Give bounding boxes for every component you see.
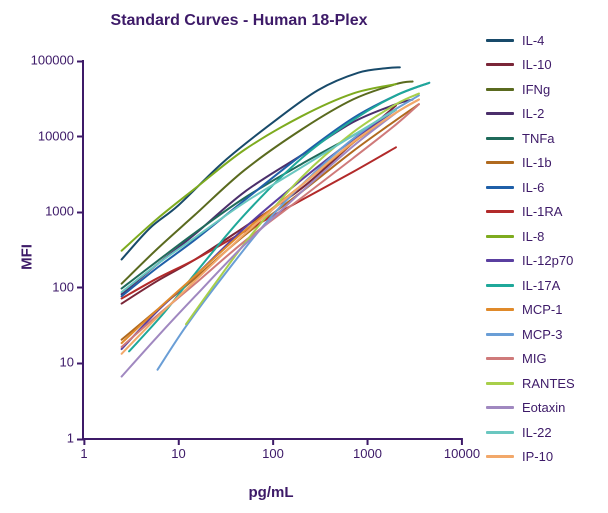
legend-item: IL-4 — [486, 28, 602, 53]
legend-swatch — [486, 186, 514, 189]
legend-item: TNFa — [486, 126, 602, 151]
chart-container: Standard Curves - Human 18-Plex MFI 1101… — [0, 0, 608, 513]
series-line — [122, 83, 430, 296]
y-tick: 100 — [52, 279, 84, 294]
legend-label: IL-22 — [522, 425, 552, 440]
legend-swatch — [486, 137, 514, 140]
legend-label: IL-10 — [522, 57, 552, 72]
legend-label: IP-10 — [522, 449, 553, 464]
legend-swatch — [486, 259, 514, 262]
legend-swatch — [486, 357, 514, 360]
x-tick: 10 — [171, 438, 185, 461]
legend-item: IL-8 — [486, 224, 602, 249]
plot-area: 110100100010000100000110100100010000 — [82, 60, 462, 440]
legend-swatch — [486, 235, 514, 238]
legend-item: MCP-1 — [486, 298, 602, 323]
legend-label: RANTES — [522, 376, 575, 391]
legend-item: MCP-3 — [486, 322, 602, 347]
legend-swatch — [486, 308, 514, 311]
legend-label: IL-6 — [522, 180, 544, 195]
legend-swatch — [486, 431, 514, 434]
legend-swatch — [486, 112, 514, 115]
legend-item: IFNg — [486, 77, 602, 102]
legend-label: IFNg — [522, 82, 550, 97]
legend-swatch — [486, 284, 514, 287]
legend-label: MCP-1 — [522, 302, 562, 317]
chart-title: Standard Curves - Human 18-Plex — [0, 12, 478, 30]
legend-item: RANTES — [486, 371, 602, 396]
legend-swatch — [486, 88, 514, 91]
x-tick: 1 — [80, 438, 87, 461]
x-axis-label: pg/mL — [82, 484, 460, 501]
legend-label: MIG — [522, 351, 547, 366]
legend-item: IL-2 — [486, 102, 602, 127]
series-line — [122, 147, 396, 298]
legend-swatch — [486, 161, 514, 164]
series-line — [122, 100, 419, 354]
legend-swatch — [486, 455, 514, 458]
legend-label: MCP-3 — [522, 327, 562, 342]
legend-item: IL-22 — [486, 420, 602, 445]
legend-item: IP-10 — [486, 445, 602, 470]
legend-item: IL-6 — [486, 175, 602, 200]
y-tick: 100000 — [31, 53, 84, 68]
legend-item: IL-1b — [486, 151, 602, 176]
legend-swatch — [486, 210, 514, 213]
y-axis-label: MFI — [18, 244, 35, 270]
legend-label: IL-12p70 — [522, 253, 573, 268]
legend: IL-4 IL-10 IFNg IL-2 TNFa IL-1b IL-6 IL-1RA IL-8… — [486, 28, 602, 469]
legend-swatch — [486, 63, 514, 66]
legend-item: IL-10 — [486, 53, 602, 78]
legend-item: IL-12p70 — [486, 249, 602, 274]
legend-item: MIG — [486, 347, 602, 372]
legend-swatch — [486, 333, 514, 336]
legend-item: IL-17A — [486, 273, 602, 298]
legend-label: IL-1b — [522, 155, 552, 170]
x-tick: 100 — [262, 438, 284, 461]
y-tick: 1000 — [45, 204, 84, 219]
legend-label: IL-17A — [522, 278, 560, 293]
legend-item: IL-1RA — [486, 200, 602, 225]
series-line — [129, 83, 429, 352]
x-tick: 1000 — [353, 438, 382, 461]
legend-swatch — [486, 406, 514, 409]
legend-label: IL-2 — [522, 106, 544, 121]
legend-swatch — [486, 382, 514, 385]
legend-label: IL-4 — [522, 33, 544, 48]
legend-label: IL-8 — [522, 229, 544, 244]
y-tick: 10 — [60, 355, 84, 370]
legend-label: IL-1RA — [522, 204, 562, 219]
legend-swatch — [486, 39, 514, 42]
legend-label: TNFa — [522, 131, 555, 146]
x-tick: 10000 — [444, 438, 480, 461]
legend-label: Eotaxin — [522, 400, 565, 415]
plot-svg — [84, 60, 462, 438]
legend-item: Eotaxin — [486, 396, 602, 421]
y-tick: 10000 — [38, 128, 84, 143]
